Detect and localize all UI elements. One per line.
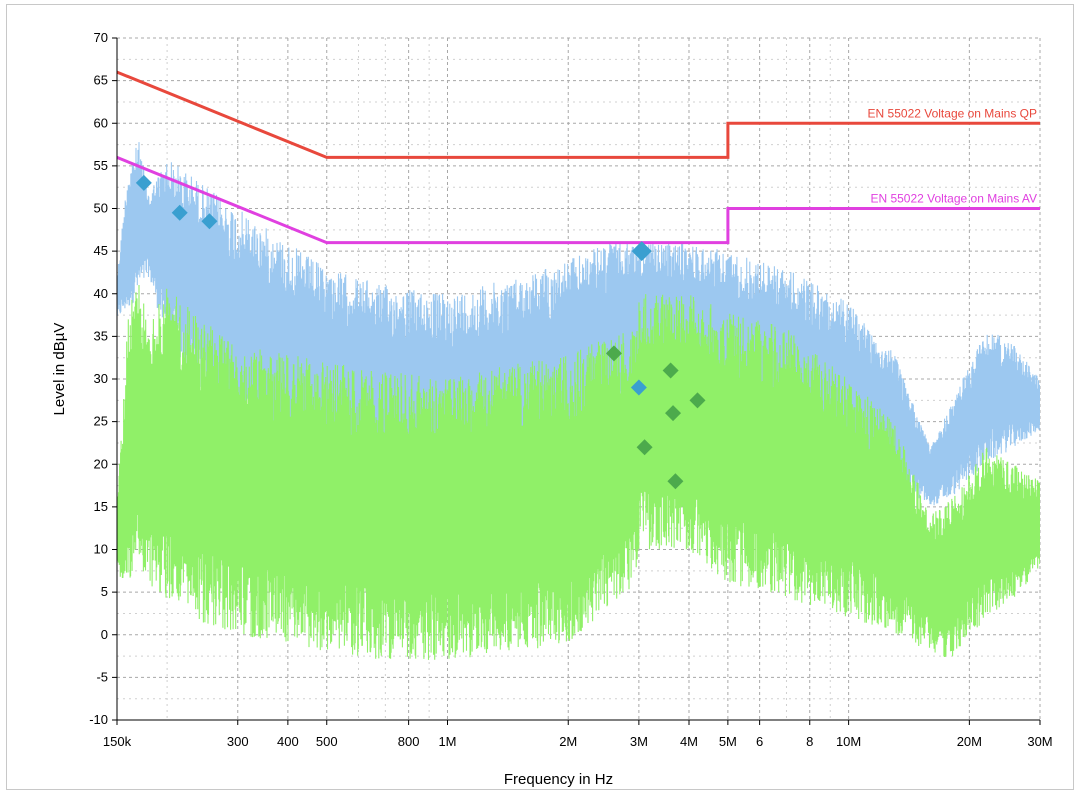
average-trace-series (117, 284, 1040, 660)
peak-trace (117, 142, 1040, 514)
limits-layer: EN 55022 Voltage on Mains QP EN 55022 Vol… (116, 70, 1040, 245)
x-tick-label: 6 (756, 734, 763, 749)
x-tick-label: 1M (438, 734, 456, 749)
x-axis-title: Frequency in Hz (504, 771, 613, 788)
y-tick-label: 10 (94, 542, 108, 557)
x-tick-label: 10M (836, 734, 861, 749)
qp-limit-label: EN 55022 Voltage on Mains QP (868, 106, 1037, 120)
x-tick-label: 3M (630, 734, 648, 749)
av-limit-line (116, 156, 1040, 245)
average-marker (636, 439, 653, 456)
y-tick-label: 5 (101, 584, 108, 599)
peak-marker (135, 174, 152, 191)
average-trace (117, 284, 1040, 660)
average-marker (665, 405, 682, 422)
peak-marker (201, 213, 218, 230)
average-marker (689, 392, 706, 409)
y-tick-label: 15 (94, 499, 108, 514)
y-tick-label: 65 (94, 73, 108, 88)
x-tick-label: 5M (719, 734, 737, 749)
x-tick-label: 4M (680, 734, 698, 749)
average-marker (667, 473, 684, 490)
peak-trace-series (117, 142, 1040, 514)
peak-marker (171, 204, 188, 221)
y-tick-label: 30 (94, 371, 108, 386)
x-tick-label: 800 (398, 734, 420, 749)
y-tick-label: 50 (94, 201, 108, 216)
series-layer (117, 142, 1040, 660)
x-tick-label: 20M (957, 734, 982, 749)
y-tick-label: 40 (94, 286, 108, 301)
y-tick-label: 55 (94, 158, 108, 173)
x-tick-label: 150k (103, 734, 132, 749)
x-tick-label: 400 (277, 734, 299, 749)
y-axis-title: Level in dBµV (51, 323, 68, 416)
y-tick-label: 45 (94, 243, 108, 258)
peak-marker (631, 241, 652, 262)
y-tick-label: -10 (89, 712, 108, 727)
y-tick-label: 20 (94, 456, 108, 471)
x-tick-label: 2M (559, 734, 577, 749)
av-limit-label: EN 55022 Voltage on Mains AV (870, 192, 1037, 206)
x-tick-label: 8 (806, 734, 813, 749)
y-tick-label: 70 (94, 30, 108, 45)
y-tick-label: 25 (94, 414, 108, 429)
average-marker (662, 362, 679, 379)
y-tick-label: 0 (101, 627, 108, 642)
y-tick-label: 35 (94, 328, 108, 343)
y-tick-label: 60 (94, 115, 108, 130)
x-tick-label: 500 (316, 734, 338, 749)
peak-marker (630, 379, 647, 396)
x-tick-label: 300 (227, 734, 249, 749)
y-tick-label: -5 (96, 669, 108, 684)
x-tick-label: 30M (1027, 734, 1052, 749)
markers-layer (135, 174, 706, 490)
average-marker (605, 345, 622, 362)
qp-limit-line (116, 70, 1040, 159)
